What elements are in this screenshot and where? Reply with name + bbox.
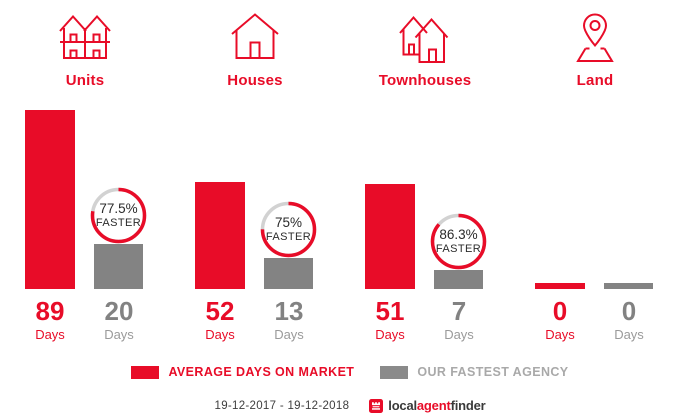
- faster-percent: 75%: [274, 215, 303, 231]
- category-units: Units: [0, 12, 170, 89]
- fastest-agency-bar: [434, 270, 483, 289]
- avg-days-bar: [25, 110, 75, 289]
- avg-days-figure: 89 Days: [10, 298, 90, 342]
- brand-part-agent: agent: [416, 398, 451, 413]
- avg-days-value: 51: [375, 296, 405, 326]
- fastest-days-figure: 0 Days: [589, 298, 669, 342]
- chart-group-houses: 75% FASTER 52 Days 13 Days: [170, 96, 340, 342]
- avg-days-bar: [195, 182, 245, 289]
- townhouses-icon: [399, 15, 449, 63]
- brand-part-finder: finder: [450, 398, 486, 413]
- avg-days-bar: [535, 283, 585, 289]
- fastest-agency-bar: [94, 244, 143, 289]
- progress-ring-icon: [430, 213, 487, 270]
- legend-item-avg-days: AVERAGE DAYS ON MARKET: [131, 365, 354, 379]
- faster-percent: 77.5%: [99, 201, 138, 217]
- category-label: Land: [576, 72, 614, 89]
- avg-days-value: 89: [35, 296, 65, 326]
- avg-days-bar: [365, 184, 415, 289]
- faster-badge: 86.3% FASTER: [430, 213, 487, 270]
- days-label: Days: [614, 327, 644, 342]
- category-label: Units: [65, 72, 105, 89]
- faster-word: FASTER: [435, 242, 482, 255]
- category-land: Land: [510, 12, 680, 89]
- fastest-days-value: 0: [621, 296, 637, 326]
- brand-part-local: local: [388, 398, 417, 413]
- progress-ring-icon: [90, 187, 147, 244]
- fastest-agency-bar: [604, 283, 653, 289]
- fastest-days-value: 7: [451, 296, 467, 326]
- fastest-days-value: 13: [274, 296, 304, 326]
- date-range: 19-12-2017 - 19-12-2018: [214, 399, 350, 412]
- legend: AVERAGE DAYS ON MARKET OUR FASTEST AGENC…: [0, 365, 700, 379]
- days-label: Days: [205, 327, 235, 342]
- category-townhouses: Townhouses: [340, 12, 510, 89]
- avg-days-figure: 0 Days: [520, 298, 600, 342]
- chart-group-townhouses: 86.3% FASTER 51 Days 7 Days: [340, 96, 510, 342]
- progress-ring-icon: [260, 201, 317, 258]
- chart-group-land: 0 Days 0 Days: [510, 96, 680, 342]
- category-houses: Houses: [170, 12, 340, 89]
- days-label: Days: [375, 327, 405, 342]
- footer: 19-12-2017 - 19-12-2018 localagentfinder: [0, 398, 700, 413]
- fastest-days-value: 20: [104, 296, 134, 326]
- faster-badge: 75% FASTER: [260, 201, 317, 258]
- avg-days-value: 0: [552, 296, 568, 326]
- brand-icon: [369, 398, 384, 413]
- fastest-agency-bar: [264, 258, 313, 289]
- avg-days-figure: 52 Days: [180, 298, 260, 342]
- days-label: Days: [444, 327, 474, 342]
- chart-group-units: 77.5% FASTER 89 Days 20 Days: [0, 96, 170, 342]
- fastest-days-figure: 7 Days: [419, 298, 499, 342]
- days-label: Days: [545, 327, 575, 342]
- days-label: Days: [104, 327, 134, 342]
- avg-days-value: 52: [205, 296, 235, 326]
- avg-days-figure: 51 Days: [350, 298, 430, 342]
- faster-word: FASTER: [265, 230, 312, 243]
- faster-percent: 86.3%: [439, 227, 478, 243]
- units-icon: [59, 15, 111, 59]
- fastest-days-figure: 13 Days: [249, 298, 329, 342]
- faster-word: FASTER: [95, 216, 142, 229]
- category-label: Townhouses: [378, 72, 472, 89]
- land-icon: [576, 13, 614, 62]
- legend-label: AVERAGE DAYS ON MARKET: [168, 365, 355, 379]
- days-label: Days: [274, 327, 304, 342]
- fastest-days-figure: 20 Days: [79, 298, 159, 342]
- houses-icon: [231, 13, 279, 59]
- legend-label: OUR FASTEST AGENCY: [417, 365, 569, 379]
- days-label: Days: [35, 327, 65, 342]
- legend-swatch-red: [131, 365, 160, 379]
- legend-swatch-gray: [380, 365, 409, 379]
- brand-logo-link[interactable]: localagentfinder: [369, 398, 486, 413]
- faster-badge: 77.5% FASTER: [90, 187, 147, 244]
- category-label: Houses: [227, 72, 283, 89]
- legend-item-fastest-agency: OUR FASTEST AGENCY: [380, 365, 568, 379]
